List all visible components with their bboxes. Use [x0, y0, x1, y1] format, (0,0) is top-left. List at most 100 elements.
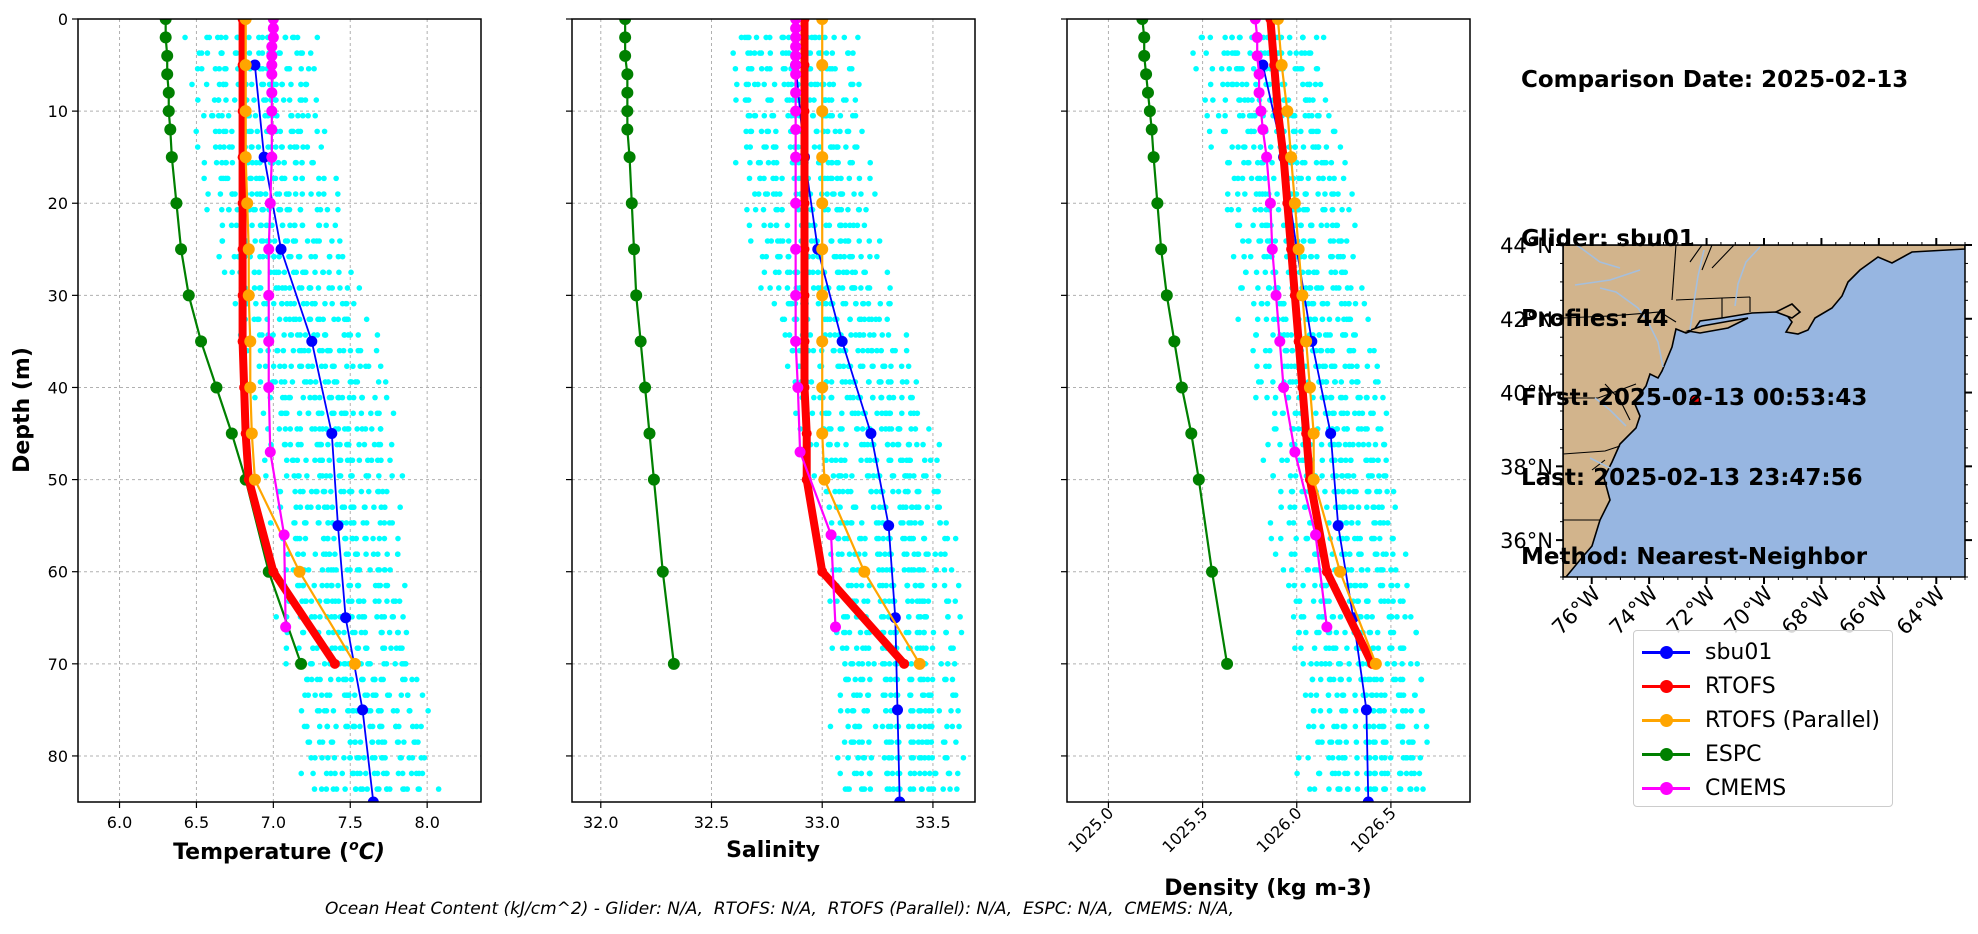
temperature-glider-point — [350, 520, 357, 526]
temperature-glider-point — [337, 285, 343, 291]
temperature-glider-point — [306, 285, 313, 291]
density-glider-point — [1307, 786, 1313, 792]
temperature-glider-point — [311, 582, 318, 589]
temperature-glider-point — [418, 723, 424, 730]
temperature-glider-point — [291, 520, 297, 526]
salinity-glider-point — [907, 770, 914, 777]
density-glider-point — [1311, 786, 1318, 792]
temperature-glider-point — [395, 551, 401, 558]
salinity-glider-point — [846, 629, 853, 636]
salinity-glider-point — [874, 410, 880, 417]
salinity-glider-point — [758, 50, 765, 56]
map-borders — [1563, 245, 1751, 521]
salinity-glider-point — [882, 410, 889, 417]
density-glider-point — [1262, 175, 1268, 182]
density-rtofs-point — [1272, 106, 1283, 117]
salinity-glider-point — [908, 661, 915, 667]
salinity-glider-point — [755, 159, 762, 166]
density-glider-point — [1417, 754, 1424, 761]
density-glider-point — [1313, 159, 1320, 166]
salinity-glider-point — [826, 81, 833, 88]
density-glider-point — [1331, 410, 1337, 417]
temperature-glider-point — [416, 770, 422, 777]
density-glider-point — [1354, 598, 1361, 604]
density-glider-point — [1292, 473, 1299, 479]
temperature-glider-point — [347, 347, 354, 354]
temperature-glider-point — [325, 535, 331, 542]
density-glider-point — [1373, 692, 1380, 698]
temperature-ytick-label: 0 — [58, 10, 68, 29]
temperature-glider-point — [286, 65, 292, 72]
salinity-glider-point — [887, 676, 894, 683]
density-glider-point — [1376, 535, 1383, 542]
temperature-glider-point — [371, 770, 378, 777]
density-glider-point — [1278, 504, 1285, 511]
salinity-glider-point — [944, 723, 950, 730]
density-glider-point — [1366, 629, 1373, 636]
temperature-glider-point — [356, 457, 363, 464]
salinity-glider-point — [872, 723, 879, 730]
density-glider-point — [1399, 661, 1405, 667]
salinity-glider-point — [743, 81, 750, 88]
temperature-glider-point — [329, 504, 336, 511]
density-glider-point — [1280, 567, 1287, 573]
salinity-glider-point — [823, 457, 829, 464]
salinity-glider-point — [845, 128, 852, 135]
salinity-glider-point — [834, 754, 841, 761]
density-glider-point — [1313, 692, 1320, 698]
salinity-glider-point — [943, 520, 949, 526]
density-glider-point — [1315, 144, 1321, 150]
density-glider-point — [1354, 786, 1361, 792]
salinity-glider-point — [889, 770, 896, 777]
salinity-glider-point — [830, 473, 837, 479]
density-sbu01-point — [1362, 796, 1374, 802]
salinity-glider-point — [870, 473, 877, 479]
density-glider-point — [1260, 457, 1267, 464]
temperature-glider-point — [315, 285, 322, 291]
density-glider-point — [1283, 316, 1289, 323]
salinity-rtofs-parallel--point — [816, 151, 829, 164]
long-island — [1684, 317, 1749, 334]
temperature-glider-point — [358, 676, 365, 683]
density-glider-point — [1290, 614, 1297, 620]
density-glider-point — [1283, 347, 1290, 354]
temperature-glider-point — [294, 332, 301, 338]
salinity-glider-point — [853, 582, 860, 589]
temperature-glider-point — [328, 567, 335, 573]
temperature-glider-point — [299, 222, 306, 229]
density-glider-point — [1407, 754, 1414, 761]
salinity-glider-point — [745, 112, 752, 119]
temperature-glider-point — [294, 50, 300, 56]
temperature-glider-point — [315, 222, 322, 229]
temperature-glider-point — [329, 582, 335, 589]
salinity-glider-point — [824, 128, 831, 135]
temperature-glider-point — [206, 34, 213, 41]
temperature-glider-point — [281, 159, 288, 166]
salinity-glider-point — [825, 206, 831, 213]
salinity-glider-point — [936, 504, 943, 511]
temperature-glider-point — [341, 629, 347, 636]
salinity-glider-point — [890, 473, 897, 479]
density-glider-point — [1328, 347, 1335, 354]
temperature-glider-point — [358, 488, 365, 495]
temperature-cmems-point — [266, 105, 278, 117]
temperature-glider-point — [413, 723, 420, 730]
legend-swatch-marker — [1660, 680, 1673, 693]
density-glider-point — [1410, 739, 1416, 745]
salinity-glider-point — [949, 676, 956, 683]
salinity-glider-point — [885, 332, 892, 338]
salinity-glider-point — [922, 770, 928, 777]
density-glider-point — [1333, 426, 1340, 432]
salinity-glider-point — [747, 159, 753, 166]
density-glider-point — [1215, 112, 1222, 119]
temperature-glider-point — [231, 97, 238, 103]
glider-name: Glider: sbu01 — [1521, 226, 1695, 252]
density-glider-point — [1253, 394, 1259, 401]
density-glider-point — [1381, 770, 1388, 777]
density-glider-point — [1380, 567, 1386, 573]
temperature-glider-point — [323, 222, 329, 229]
salinity-glider-point — [887, 285, 893, 291]
density-glider-point — [1237, 34, 1243, 41]
temperature-glider-point — [216, 128, 223, 135]
